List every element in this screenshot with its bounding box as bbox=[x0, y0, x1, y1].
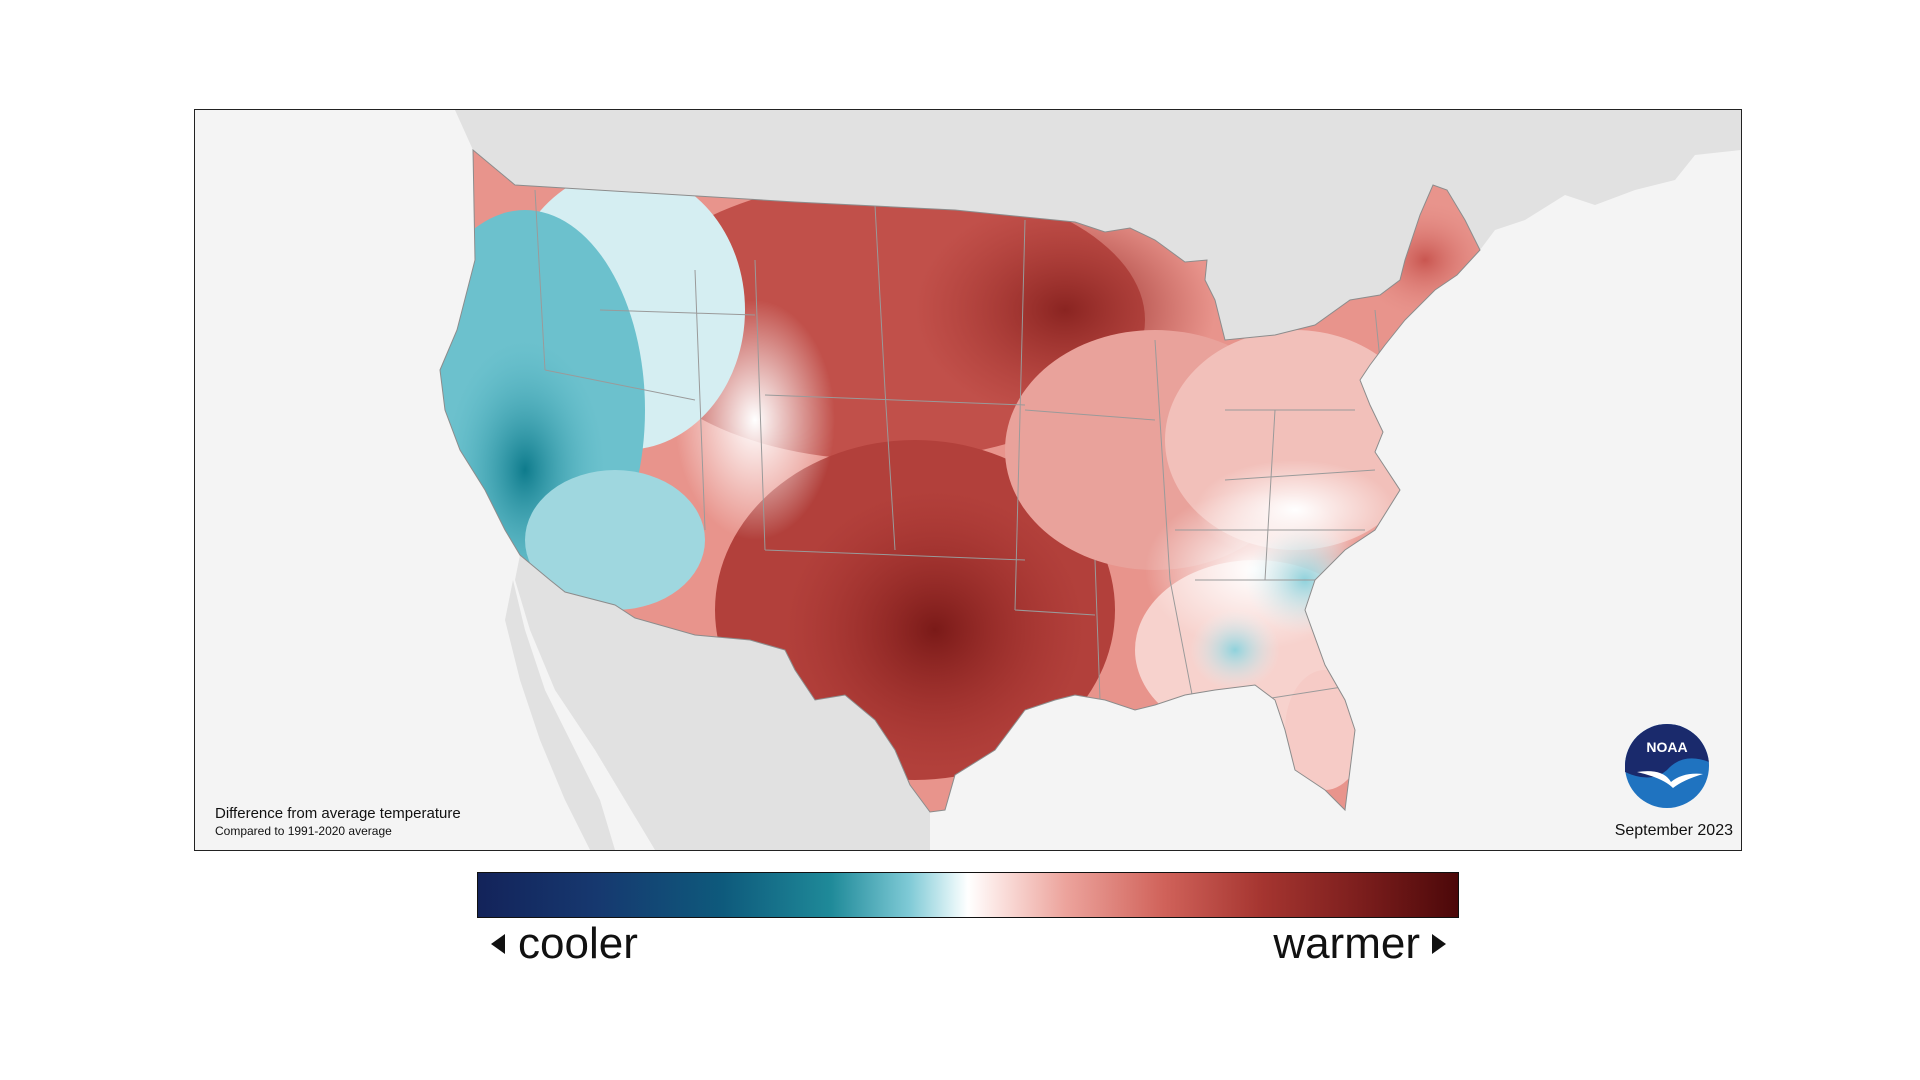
baja-peninsula bbox=[505, 580, 615, 850]
map-note-subtitle: Compared to 1991-2020 average bbox=[215, 824, 392, 838]
map-note-title: Difference from average temperature bbox=[215, 805, 461, 822]
svg-text:NOAA: NOAA bbox=[1646, 739, 1687, 755]
canada-land bbox=[455, 110, 1741, 340]
right-arrow-icon bbox=[1432, 934, 1446, 954]
conus-map-graphic bbox=[439, 110, 1741, 850]
cooler-label: cooler bbox=[518, 919, 638, 968]
noaa-logo: NOAA bbox=[1625, 724, 1709, 808]
temperature-color-scale bbox=[477, 872, 1459, 918]
state-borders bbox=[534, 189, 1386, 711]
temperature-anomaly-map: Difference from average temperature Comp… bbox=[194, 109, 1742, 851]
map-date: September 2023 bbox=[1614, 822, 1733, 839]
mexico-land bbox=[515, 555, 930, 850]
warmer-label: warmer bbox=[1273, 919, 1420, 968]
left-arrow-icon bbox=[491, 934, 505, 954]
